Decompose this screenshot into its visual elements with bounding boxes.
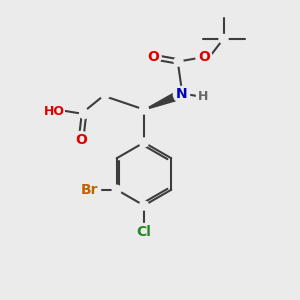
Circle shape — [135, 224, 153, 242]
Circle shape — [140, 105, 148, 114]
Circle shape — [196, 89, 210, 103]
Text: O: O — [198, 50, 210, 64]
Circle shape — [140, 201, 148, 210]
Circle shape — [100, 90, 109, 99]
Polygon shape — [144, 93, 176, 110]
Circle shape — [145, 49, 161, 65]
Circle shape — [80, 110, 88, 118]
Circle shape — [219, 34, 228, 43]
Circle shape — [73, 131, 89, 148]
Circle shape — [196, 49, 212, 65]
Circle shape — [78, 178, 100, 201]
Circle shape — [174, 57, 183, 66]
Text: H: H — [198, 89, 208, 103]
Circle shape — [112, 185, 121, 194]
Text: Br: Br — [80, 183, 98, 197]
Circle shape — [173, 86, 190, 103]
Text: N: N — [176, 88, 187, 101]
Text: HO: HO — [44, 104, 64, 118]
Text: O: O — [147, 50, 159, 64]
Text: O: O — [75, 133, 87, 146]
Circle shape — [44, 101, 64, 121]
Circle shape — [140, 138, 148, 147]
Text: Cl: Cl — [136, 226, 152, 239]
